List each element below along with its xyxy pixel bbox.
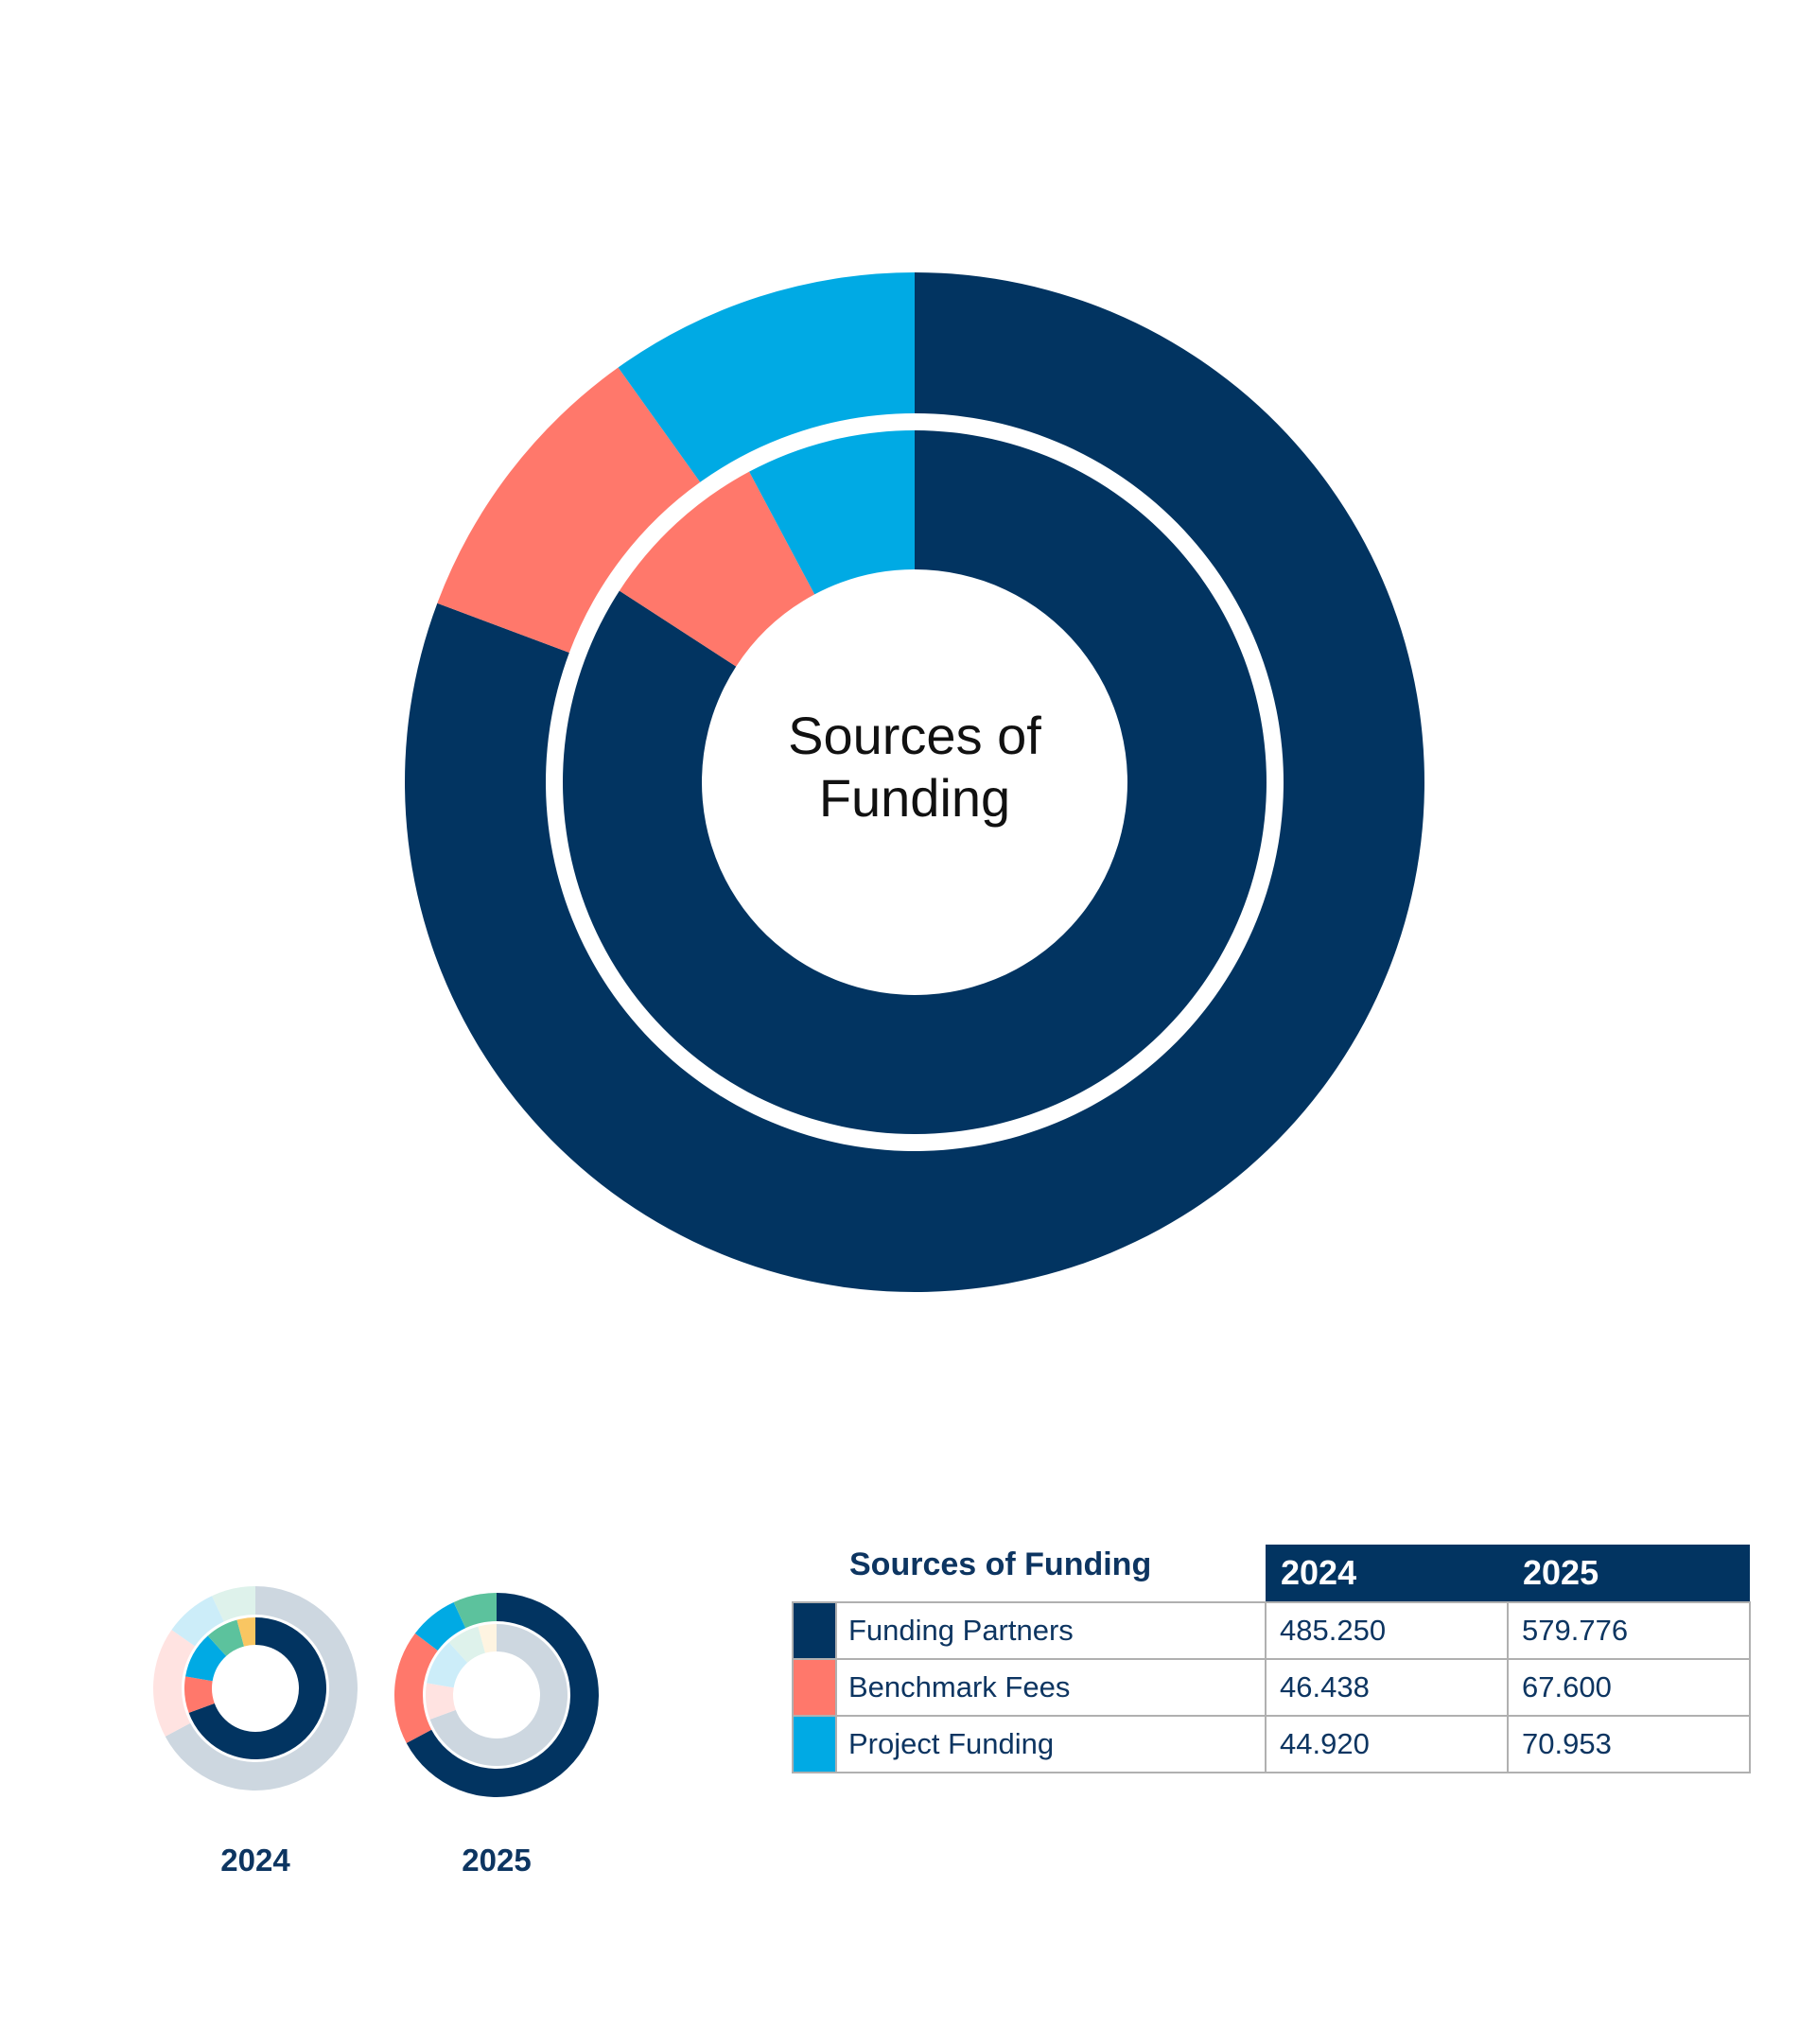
row-label: Benchmark Fees bbox=[835, 1658, 1267, 1717]
thumb-2024-outer-segment-2 bbox=[171, 1596, 224, 1647]
row-label: Funding Partners bbox=[835, 1601, 1267, 1660]
color-swatch-funding-partners bbox=[792, 1601, 837, 1660]
value-2025: 579.776 bbox=[1507, 1601, 1751, 1660]
table-row: Funding Partners 485.250 579.776 bbox=[792, 1601, 1751, 1660]
thumb-2024-inner-segment-1 bbox=[184, 1676, 215, 1713]
thumb-2024-inner-segment-3 bbox=[207, 1619, 245, 1656]
thumb-2024-outer-segment-1 bbox=[153, 1630, 196, 1737]
thumb-2024-inner-segment-2 bbox=[185, 1635, 227, 1682]
value-2024: 44.920 bbox=[1265, 1715, 1509, 1773]
value-2024: 46.438 bbox=[1265, 1658, 1509, 1717]
thumb-2025-outer-segment-3 bbox=[453, 1593, 497, 1629]
thumb-2025-outer-segment-0 bbox=[406, 1593, 599, 1797]
table-title: Sources of Funding bbox=[849, 1546, 1152, 1582]
thumb-2024-inner-segment-0 bbox=[188, 1617, 327, 1760]
table-header-2024: 2024 bbox=[1266, 1545, 1508, 1602]
thumb-2025-inner-segment-1 bbox=[426, 1683, 456, 1720]
table-row: Project Funding 44.920 70.953 bbox=[792, 1715, 1751, 1773]
inner-slice-2024-project-funding bbox=[749, 430, 915, 595]
funding-table: Sources of Funding 2024 2025 Funding Par… bbox=[792, 1545, 1751, 1773]
color-swatch-benchmark-fees bbox=[792, 1658, 837, 1717]
inner-slice-2024-benchmark-fees bbox=[619, 471, 815, 667]
thumb-2025-outer-segment-2 bbox=[414, 1601, 466, 1651]
thumb-2024-outer-segment-3 bbox=[212, 1586, 255, 1622]
outer-slice-2025-project-funding bbox=[618, 272, 915, 482]
outer-slice-2025-benchmark-fees bbox=[437, 367, 701, 654]
table-row: Benchmark Fees 46.438 67.600 bbox=[792, 1658, 1751, 1717]
value-2025: 67.600 bbox=[1507, 1658, 1751, 1717]
row-label: Project Funding bbox=[835, 1715, 1267, 1773]
chart-center-title: Sources of Funding bbox=[788, 706, 1041, 828]
thumb-2025-outer-segment-1 bbox=[394, 1633, 438, 1743]
thumb-2025-inner-segment-3 bbox=[448, 1626, 486, 1663]
thumb-2025-inner-segment-4 bbox=[478, 1624, 497, 1653]
thumbnail-label-2025: 2025 bbox=[462, 1843, 532, 1878]
color-swatch-project-funding bbox=[792, 1715, 837, 1773]
thumb-2025-inner-segment-0 bbox=[429, 1624, 568, 1766]
table-header-2025: 2025 bbox=[1508, 1545, 1750, 1602]
thumb-2024-outer-segment-0 bbox=[165, 1586, 358, 1791]
value-2025: 70.953 bbox=[1507, 1715, 1751, 1773]
thumb-2025-inner-segment-2 bbox=[427, 1642, 468, 1688]
value-2024: 485.250 bbox=[1265, 1601, 1509, 1660]
inner-slice-2024-funding-partners bbox=[563, 430, 1267, 1134]
thumb-2024-inner-segment-4 bbox=[236, 1617, 255, 1647]
thumbnail-label-2024: 2024 bbox=[220, 1843, 290, 1878]
